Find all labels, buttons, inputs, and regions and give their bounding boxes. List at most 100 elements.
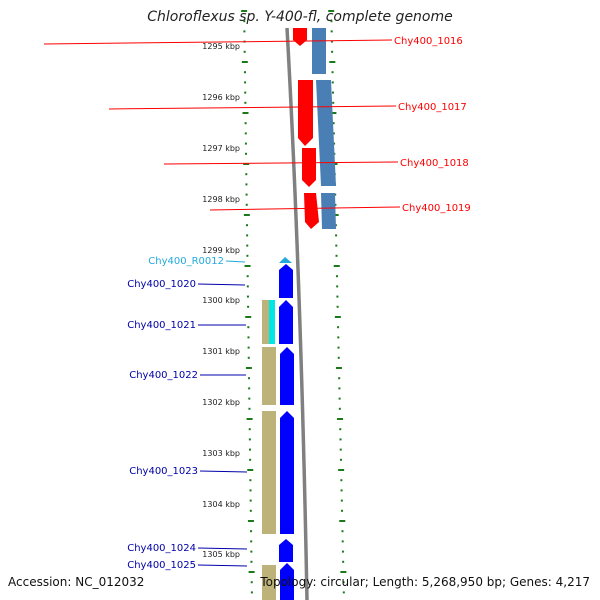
- leader-line-chy400-r0012: [225, 260, 246, 263]
- right-tick: [335, 275, 338, 278]
- right-tick: [336, 305, 339, 308]
- left-tick: [246, 285, 249, 288]
- position-label: 1302 kbp: [202, 398, 240, 407]
- right-tick: [332, 101, 335, 104]
- right-tick: [331, 91, 334, 94]
- right-tick: [341, 540, 344, 543]
- right-tick: [332, 122, 335, 125]
- left-tick: [245, 316, 252, 318]
- left-tick: [244, 132, 247, 135]
- cds-bar-chy400-1023: [262, 411, 276, 534]
- leader-line-chy400-1025: [197, 564, 248, 567]
- gene-label-chy400-1021: Chy400_1021: [127, 320, 196, 331]
- right-tick: [332, 132, 335, 135]
- right-tick: [332, 214, 339, 216]
- gene-label-chy400-1023: Chy400_1023: [129, 466, 198, 477]
- left-tick: [245, 203, 248, 206]
- left-tick: [248, 387, 251, 390]
- right-tick: [337, 326, 340, 329]
- right-tick: [342, 581, 345, 584]
- right-tick: [333, 142, 336, 145]
- gene-arrow-chy400-1019: [304, 193, 319, 229]
- right-tick: [337, 336, 340, 339]
- left-tick: [249, 489, 252, 492]
- left-tick: [250, 530, 253, 533]
- left-tick: [244, 265, 251, 267]
- right-tick: [334, 316, 341, 318]
- left-tick: [242, 112, 249, 114]
- leader-line-chy400-1017: [108, 105, 397, 110]
- leader-line-chy400-1018: [163, 161, 399, 165]
- gene-arrow-chy400-1022: [280, 347, 294, 405]
- leader-line-chy400-1023: [199, 470, 248, 473]
- leader-line-chy400-1024: [197, 547, 248, 550]
- left-tick: [243, 20, 246, 23]
- right-tick: [342, 560, 345, 563]
- left-tick: [243, 163, 250, 165]
- right-tick: [330, 112, 337, 114]
- left-tick: [246, 275, 249, 278]
- position-label: 1297 kbp: [202, 144, 240, 153]
- position-label: 1305 kbp: [202, 550, 240, 559]
- cds-bar-chy400-1021: [262, 300, 269, 344]
- gene-label-chy400-r0012: Chy400_R0012: [148, 256, 224, 267]
- left-tick: [247, 326, 250, 329]
- left-tick: [248, 448, 251, 451]
- left-tick: [246, 244, 249, 247]
- gene-arrow-chy400-1020: [279, 264, 293, 298]
- right-tick: [331, 71, 334, 74]
- right-tick: [329, 61, 336, 63]
- left-tick: [248, 571, 255, 573]
- left-tick: [241, 61, 248, 63]
- summary-text: Topology: circular; Length: 5,268,950 bp…: [260, 575, 590, 589]
- left-tick: [245, 173, 248, 176]
- left-tick: [246, 254, 249, 257]
- position-label: 1300 kbp: [202, 296, 240, 305]
- left-tick: [250, 550, 253, 553]
- gene-label-chy400-1017: Chy400_1017: [398, 102, 467, 113]
- cds-bar-chy400-1019: [321, 193, 336, 229]
- position-label: 1299 kbp: [202, 246, 240, 255]
- left-tick: [243, 71, 246, 74]
- right-tick: [331, 81, 334, 84]
- leader-line-chy400-1020: [197, 283, 246, 286]
- leader-line-chy400-1019: [209, 206, 401, 211]
- rna-marker-chy400-r0012: [279, 257, 292, 263]
- left-tick: [247, 336, 250, 339]
- right-tick: [340, 571, 347, 573]
- right-tick: [338, 469, 345, 471]
- right-tick: [340, 499, 343, 502]
- left-tick: [245, 367, 252, 369]
- left-tick: [247, 356, 250, 359]
- right-tick: [337, 346, 340, 349]
- cds-bar-chy400-1025: [262, 565, 276, 600]
- left-tick: [249, 499, 252, 502]
- cds-bar-chy400-1017: [316, 80, 336, 186]
- left-tick: [247, 346, 250, 349]
- rna-bar-chy400-1021: [269, 300, 275, 344]
- right-tick: [330, 30, 333, 33]
- right-tick: [340, 479, 343, 482]
- right-tick: [331, 50, 334, 53]
- genome-backbone: [285, 27, 309, 600]
- cds-bar-chy400-1022: [262, 347, 276, 405]
- gene-label-chy400-1018: Chy400_1018: [400, 158, 469, 169]
- gene-label-chy400-1022: Chy400_1022: [129, 370, 198, 381]
- left-tick: [244, 91, 247, 94]
- left-tick: [244, 142, 247, 145]
- left-tick: [248, 428, 251, 431]
- left-tick: [245, 224, 248, 227]
- left-tick: [249, 479, 252, 482]
- left-tick: [243, 50, 246, 53]
- right-tick: [341, 509, 344, 512]
- left-tick: [244, 81, 247, 84]
- right-tick: [338, 387, 341, 390]
- leader-line-chy400-1016: [43, 39, 393, 45]
- left-tick: [247, 469, 254, 471]
- gene-arrow-chy400-1025: [280, 563, 294, 600]
- left-tick: [247, 520, 254, 522]
- position-label: 1296 kbp: [202, 93, 240, 102]
- right-tick: [341, 530, 344, 533]
- left-tick: [243, 30, 246, 33]
- right-tick: [328, 10, 335, 12]
